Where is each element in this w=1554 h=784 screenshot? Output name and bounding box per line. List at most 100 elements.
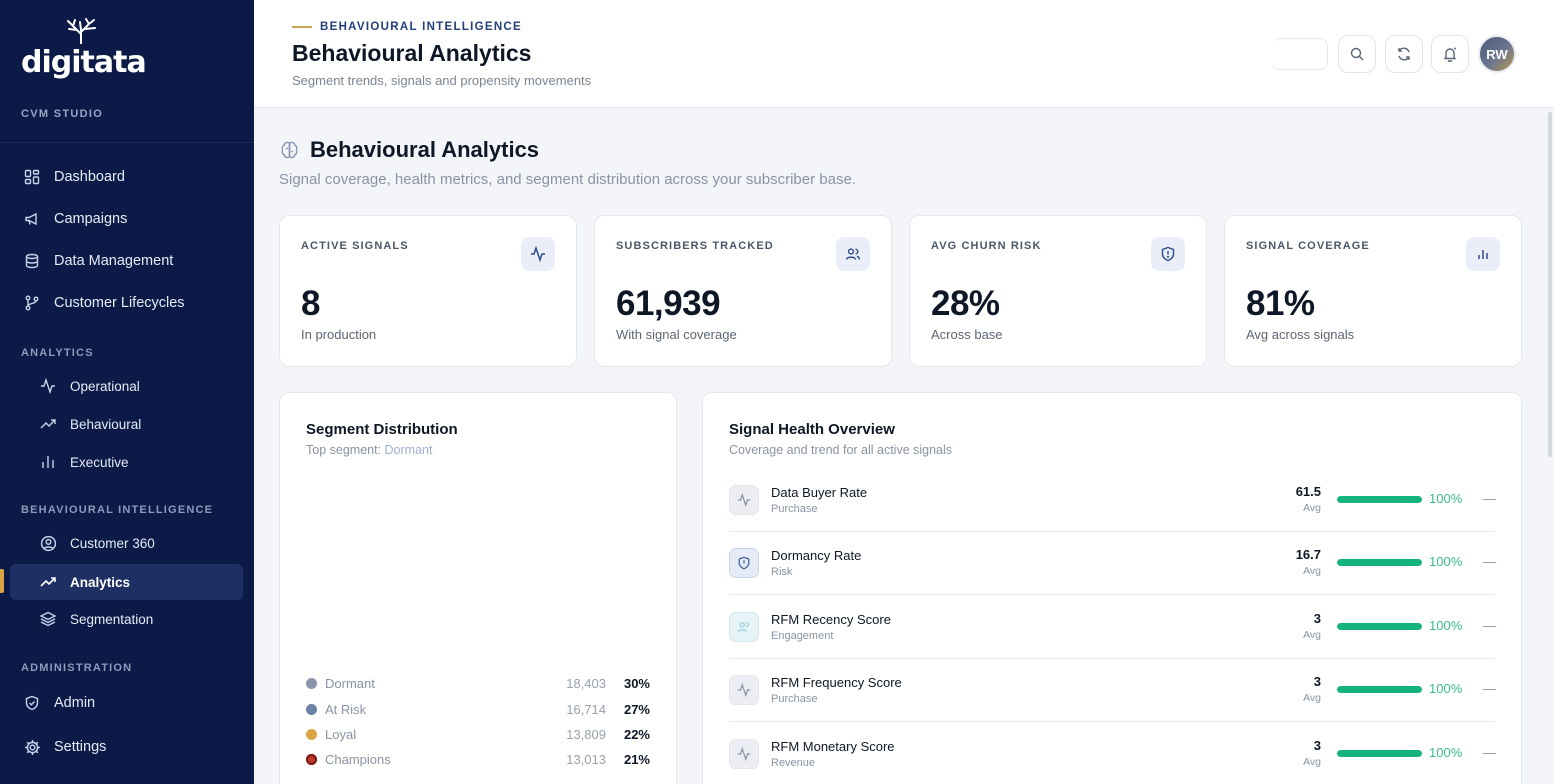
card-title: Signal Health Overview <box>729 421 895 438</box>
sidebar-item-campaigns[interactable]: Campaigns <box>10 201 243 237</box>
segment-legend-item[interactable]: Dormant 18,403 30% <box>306 673 650 693</box>
kpi-note: In production <box>301 327 377 342</box>
kpi-card-subscribers-tracked: SUBSCRIBERS TRACKED 61,939 With signal c… <box>594 215 892 367</box>
signal-avg: 3 <box>1313 674 1321 689</box>
sidebar-item-analytics[interactable]: Analytics <box>10 564 243 600</box>
main-subtitle: Signal coverage, health metrics, and seg… <box>279 171 856 188</box>
refresh-button[interactable] <box>1385 35 1423 73</box>
sidebar-item-executive[interactable]: Executive <box>10 444 243 480</box>
signal-row[interactable]: RFM Recency Score Engagement 3 Avg 100% … <box>729 596 1496 659</box>
sidebar-item-operational[interactable]: Operational <box>10 368 243 404</box>
sidebar-item-customer-360[interactable]: Customer 360 <box>10 525 243 561</box>
shield-icon <box>22 693 42 713</box>
coverage-pct: 100% <box>1429 681 1463 696</box>
trend-indicator: — <box>1483 491 1496 506</box>
segment-pct: 21% <box>623 751 650 767</box>
signal-category: Risk <box>771 566 793 578</box>
header-eyebrow: BEHAVIOURAL INTELLIGENCE <box>292 21 522 33</box>
segment-count: 18,403 <box>566 675 606 691</box>
sidebar-item-behavioural[interactable]: Behavioural <box>10 406 243 442</box>
signal-avg: 16.7 <box>1295 547 1321 562</box>
coverage-bar <box>1337 623 1422 630</box>
sidebar-item-label: Segmentation <box>70 611 154 627</box>
kpi-note: Across base <box>931 327 1003 342</box>
scrollbar[interactable] <box>1548 112 1552 457</box>
segment-legend-item[interactable]: Champions 13,013 21% <box>306 749 650 769</box>
sidebar-item-settings[interactable]: Settings <box>10 729 243 765</box>
sidebar-item-label: Behavioural <box>70 416 142 432</box>
signal-name: RFM Frequency Score <box>771 675 902 690</box>
sidebar-item-customer-lifecycles[interactable]: Customer Lifecycles <box>10 285 243 321</box>
card-subtitle: Coverage and trend for all active signal… <box>729 443 953 457</box>
section-header-analytics: ANALYTICS <box>21 347 94 359</box>
notifications-button[interactable] <box>1431 35 1469 73</box>
eyebrow-line <box>292 26 312 28</box>
sidebar-item-segmentation[interactable]: Segmentation <box>10 601 243 637</box>
segment-pct: 27% <box>623 701 650 717</box>
coverage-bar <box>1337 496 1422 503</box>
bar-chart-icon <box>38 452 58 472</box>
kpi-card-signal-coverage: SIGNAL COVERAGE 81% Avg across signals <box>1224 215 1522 367</box>
sidebar: digitata CVM STUDIO Dashboard Campaigns … <box>0 0 254 784</box>
avatar[interactable]: RW <box>1478 35 1516 73</box>
coverage-fill <box>1337 559 1422 566</box>
sidebar-item-label: Campaigns <box>54 211 128 227</box>
legend-dot <box>306 728 317 740</box>
signal-name: Data Buyer Rate <box>771 485 868 500</box>
sidebar-item-label: Admin <box>54 695 96 711</box>
sidebar-item-label: Customer Lifecycles <box>54 295 185 311</box>
signal-avg: 3 <box>1313 611 1321 626</box>
refresh-icon <box>1398 47 1410 61</box>
search-button[interactable] <box>1338 35 1376 73</box>
signal-name: RFM Monetary Score <box>771 739 895 754</box>
trend-indicator: — <box>1483 618 1496 633</box>
card-subtitle: Top segment: Dormant <box>306 443 432 457</box>
signal-row[interactable]: Dormancy Rate Risk 16.7 Avg 100% — <box>729 532 1496 595</box>
bar-chart-icon <box>1466 237 1500 271</box>
segment-name: Dormant <box>325 675 375 691</box>
sidebar-item-label: Executive <box>70 454 129 470</box>
coverage-fill <box>1337 496 1422 503</box>
segment-legend-item[interactable]: At Risk 16,714 27% <box>306 699 650 719</box>
signal-category: Revenue <box>771 757 816 769</box>
filter-pill[interactable] <box>1272 38 1328 70</box>
search-icon <box>1350 47 1364 61</box>
segment-count: 16,714 <box>566 701 606 717</box>
tree-logo-icon <box>67 18 96 44</box>
signal-row[interactable]: RFM Monetary Score Revenue 3 Avg 100% — <box>729 723 1496 784</box>
grid-icon <box>22 167 42 187</box>
database-icon <box>22 251 42 271</box>
trending-up-icon <box>38 572 58 592</box>
sidebar-item-admin[interactable]: Admin <box>10 685 243 721</box>
kpi-value: 8 <box>301 284 320 323</box>
signal-category: Engagement <box>771 630 834 642</box>
sidebar-item-label: Operational <box>70 378 140 394</box>
legend-dot <box>306 703 317 715</box>
segment-legend-item[interactable]: Loyal 13,809 22% <box>306 724 650 744</box>
segment-name: Loyal <box>325 726 357 742</box>
page-title: Behavioural Analytics <box>292 40 532 66</box>
brand-logo[interactable]: digitata <box>21 18 147 80</box>
signal-row[interactable]: Data Buyer Rate Purchase 61.5 Avg 100% — <box>729 469 1496 532</box>
signal-row[interactable]: RFM Frequency Score Purchase 3 Avg 100% … <box>729 659 1496 722</box>
logo-text: digitata <box>21 45 147 80</box>
signal-avg-label: Avg <box>1303 629 1321 641</box>
sidebar-item-label: Analytics <box>70 574 131 590</box>
section-header-administration: ADMINISTRATION <box>21 662 133 674</box>
coverage-pct: 100% <box>1429 745 1463 760</box>
coverage-pct: 100% <box>1429 491 1463 506</box>
coverage-bar <box>1337 750 1422 757</box>
section-heading: Behavioural Analytics <box>279 137 539 163</box>
sidebar-item-dashboard[interactable]: Dashboard <box>10 159 243 195</box>
kpi-note: Avg across signals <box>1246 327 1355 342</box>
segment-name: Champions <box>325 751 391 767</box>
segment-distribution-card: Segment Distribution Top segment: Dorman… <box>279 392 677 784</box>
kpi-card-avg-churn-risk: AVG CHURN RISK 28% Across base <box>909 215 1207 367</box>
signal-avg-label: Avg <box>1303 756 1321 768</box>
sidebar-item-data-management[interactable]: Data Management <box>10 243 243 279</box>
signal-avg-label: Avg <box>1303 692 1321 704</box>
signal-avg-label: Avg <box>1303 565 1321 577</box>
users-icon <box>836 237 870 271</box>
section-header-behavioural-intelligence: BEHAVIOURAL INTELLIGENCE <box>21 504 214 516</box>
segment-pct: 30% <box>623 675 650 691</box>
